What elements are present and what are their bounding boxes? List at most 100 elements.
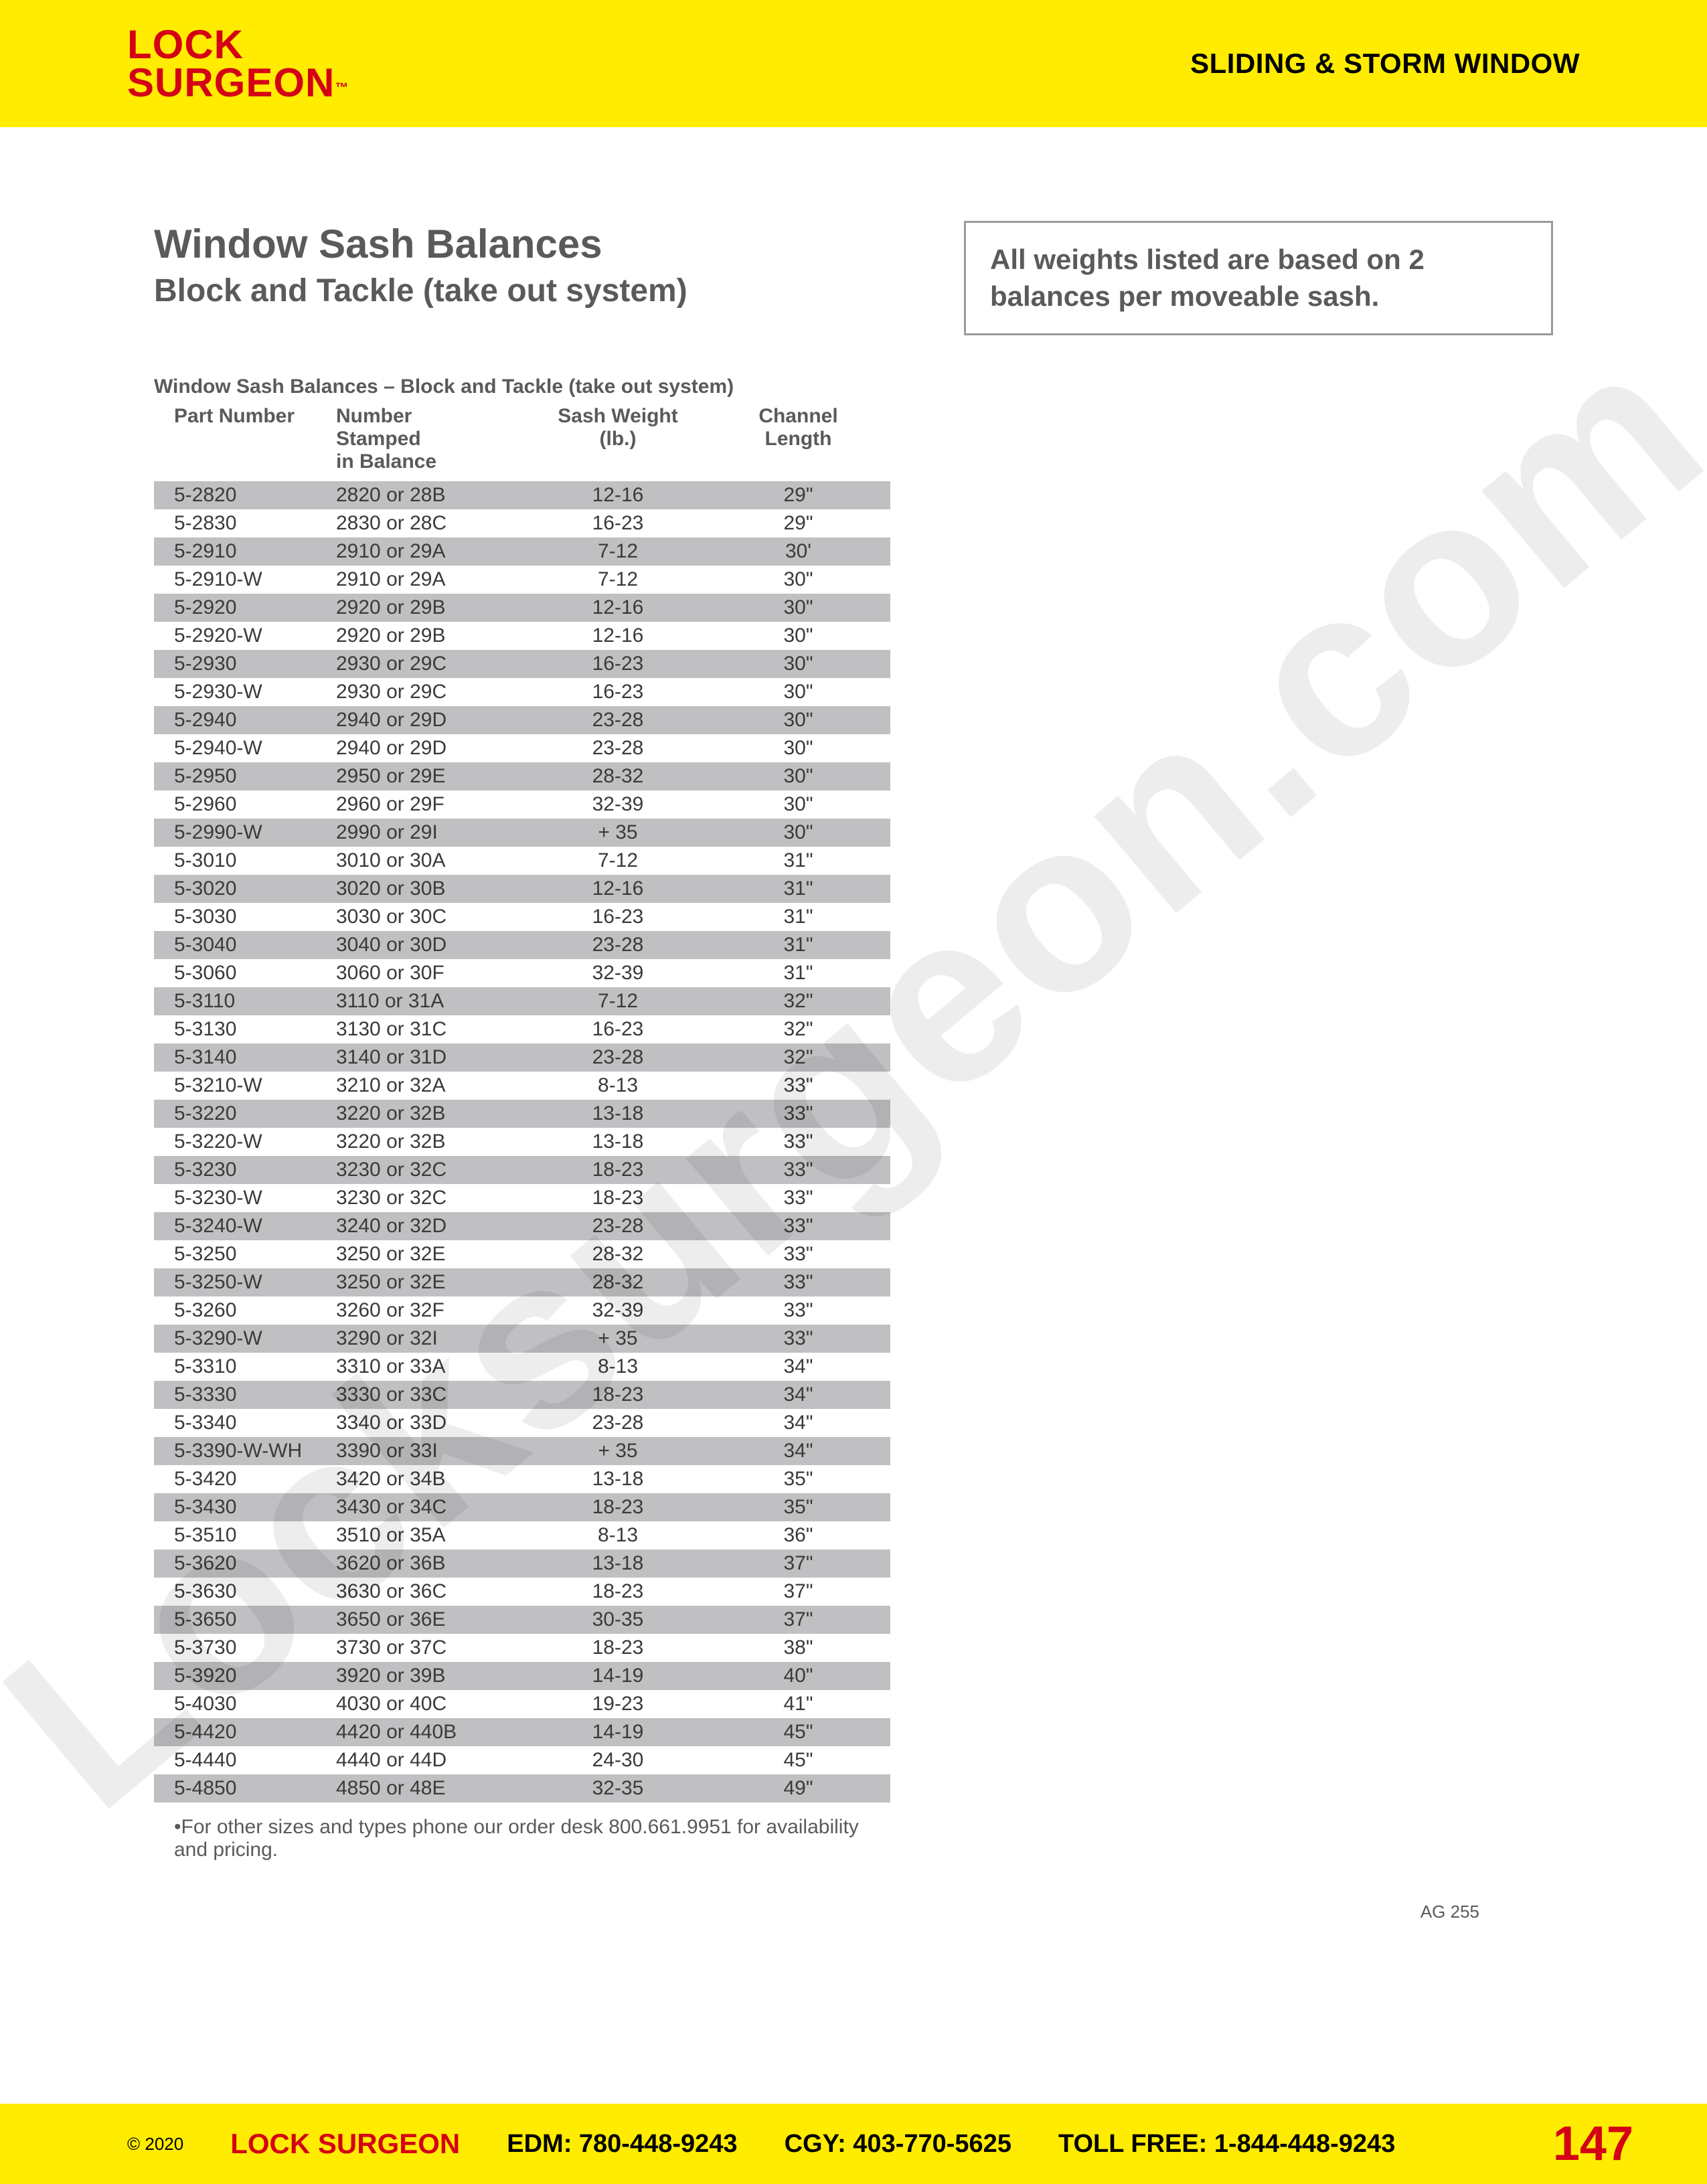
table-cell: 7-12 <box>530 566 706 594</box>
table-cell: 7-12 <box>530 537 706 566</box>
table-cell: 34" <box>706 1353 890 1381</box>
footer-edm: EDM: 780-448-9243 <box>507 2130 737 2159</box>
table-cell: 3130 or 31C <box>331 1015 530 1043</box>
table-cell: 5-3340 <box>154 1409 331 1437</box>
table-cell: 29" <box>706 509 890 537</box>
table-cell: 5-3220 <box>154 1100 331 1128</box>
table-cell: 33" <box>706 1240 890 1268</box>
table-cell: 8-13 <box>530 1072 706 1100</box>
table-cell: 18-23 <box>530 1578 706 1606</box>
table-cell: 13-18 <box>530 1100 706 1128</box>
table-cell: 5-2930 <box>154 650 331 678</box>
table-cell: 35" <box>706 1493 890 1521</box>
table-cell: 5-2830 <box>154 509 331 537</box>
table-cell: 5-3220-W <box>154 1128 331 1156</box>
table-row: 5-31303130 or 31C16-2332" <box>154 1015 890 1043</box>
table-cell: 5-3060 <box>154 959 331 987</box>
table-cell: 3240 or 32D <box>331 1212 530 1240</box>
table-row: 5-2930-W2930 or 29C16-2330" <box>154 678 890 706</box>
table-row: 5-3220-W3220 or 32B13-1833" <box>154 1128 890 1156</box>
table-cell: 3310 or 33A <box>331 1353 530 1381</box>
table-cell: 32-39 <box>530 790 706 819</box>
table-row: 5-48504850 or 48E32-3549" <box>154 1774 890 1802</box>
content-area: Window Sash Balances Block and Tackle (t… <box>0 127 1707 2104</box>
table-cell: 33" <box>706 1212 890 1240</box>
table-cell: 5-2950 <box>154 762 331 790</box>
copyright: © 2020 <box>127 2134 183 2155</box>
table-cell: 28-32 <box>530 762 706 790</box>
table-cell: 16-23 <box>530 650 706 678</box>
table-cell: 5-2910 <box>154 537 331 566</box>
table-cell: 23-28 <box>530 1409 706 1437</box>
table-row: 5-30303030 or 30C16-2331" <box>154 903 890 931</box>
table-cell: 3430 or 34C <box>331 1493 530 1521</box>
table-caption: Window Sash Balances – Block and Tackle … <box>154 375 890 398</box>
logo-trademark: ™ <box>335 81 348 96</box>
table-row: 5-36203620 or 36B13-1837" <box>154 1549 890 1578</box>
weights-note: All weights listed are based on 2 balanc… <box>964 221 1553 335</box>
footer-bar: © 2020 LOCK SURGEON EDM: 780-448-9243 CG… <box>0 2104 1707 2184</box>
table-cell: 32-39 <box>530 959 706 987</box>
table-cell: 16-23 <box>530 903 706 931</box>
table-cell: 5-3010 <box>154 847 331 875</box>
table-cell: 5-3020 <box>154 875 331 903</box>
footer-brand: LOCK SURGEON <box>230 2128 460 2160</box>
table-cell: 18-23 <box>530 1381 706 1409</box>
ag-code: AG 255 <box>154 1902 1553 1922</box>
table-cell: 2990 or 29I <box>331 819 530 847</box>
table-row: 5-31403140 or 31D23-2832" <box>154 1043 890 1072</box>
table-cell: 5-2960 <box>154 790 331 819</box>
table-row: 5-30203020 or 30B12-1631" <box>154 875 890 903</box>
table-row: 5-3250-W3250 or 32E28-3233" <box>154 1268 890 1296</box>
page-number: 147 <box>1553 2116 1633 2171</box>
table-cell: 5-3240-W <box>154 1212 331 1240</box>
table-cell: 12-16 <box>530 622 706 650</box>
header-bar: LOCK SURGEON™ SLIDING & STORM WINDOW <box>0 0 1707 127</box>
table-cell: 32-35 <box>530 1774 706 1802</box>
table-cell: 30" <box>706 594 890 622</box>
table-cell: 30" <box>706 650 890 678</box>
table-cell: 3420 or 34B <box>331 1465 530 1493</box>
table-cell: 33" <box>706 1072 890 1100</box>
table-cell: 14-19 <box>530 1718 706 1746</box>
table-cell: 28-32 <box>530 1268 706 1296</box>
table-row: 5-39203920 or 39B14-1940" <box>154 1662 890 1690</box>
table-cell: 24-30 <box>530 1746 706 1774</box>
table-cell: 3010 or 30A <box>331 847 530 875</box>
table-cell: 3230 or 32C <box>331 1156 530 1184</box>
table-cell: 5-2940-W <box>154 734 331 762</box>
table-row: 5-3210-W3210 or 32A8-1333" <box>154 1072 890 1100</box>
table-cell: 30" <box>706 706 890 734</box>
table-row: 5-40304030 or 40C19-2341" <box>154 1690 890 1718</box>
table-row: 5-32303230 or 32C18-2333" <box>154 1156 890 1184</box>
table-cell: 5-2990-W <box>154 819 331 847</box>
table-cell: 32" <box>706 987 890 1015</box>
table-row: 5-44204420 or 440B14-1945" <box>154 1718 890 1746</box>
table-cell: 5-3210-W <box>154 1072 331 1100</box>
table-cell: 2940 or 29D <box>331 706 530 734</box>
table-cell: 5-2930-W <box>154 678 331 706</box>
table-cell: 30" <box>706 790 890 819</box>
table-cell: 5-4420 <box>154 1718 331 1746</box>
table-cell: 31" <box>706 931 890 959</box>
section-title: SLIDING & STORM WINDOW <box>1190 48 1580 80</box>
table-row: 5-32503250 or 32E28-3233" <box>154 1240 890 1268</box>
table-row: 5-2990-W2990 or 29I+ 3530" <box>154 819 890 847</box>
page-title: Window Sash Balances <box>154 221 687 267</box>
table-cell: 31" <box>706 903 890 931</box>
table-cell: 30" <box>706 622 890 650</box>
table-row: 5-29202920 or 29B12-1630" <box>154 594 890 622</box>
table-row: 5-28202820 or 28B12-1629" <box>154 481 890 509</box>
table-cell: 34" <box>706 1437 890 1465</box>
table-cell: 5-3650 <box>154 1606 331 1634</box>
table-cell: 3330 or 33C <box>331 1381 530 1409</box>
table-cell: 8-13 <box>530 1521 706 1549</box>
table-cell: 31" <box>706 847 890 875</box>
page-subtitle: Block and Tackle (take out system) <box>154 272 687 309</box>
table-cell: 5-3260 <box>154 1296 331 1325</box>
table-cell: 5-2920-W <box>154 622 331 650</box>
table-cell: 5-3290-W <box>154 1325 331 1353</box>
table-cell: 16-23 <box>530 509 706 537</box>
table-cell: 7-12 <box>530 987 706 1015</box>
table-row: 5-3290-W3290 or 32I+ 3533" <box>154 1325 890 1353</box>
